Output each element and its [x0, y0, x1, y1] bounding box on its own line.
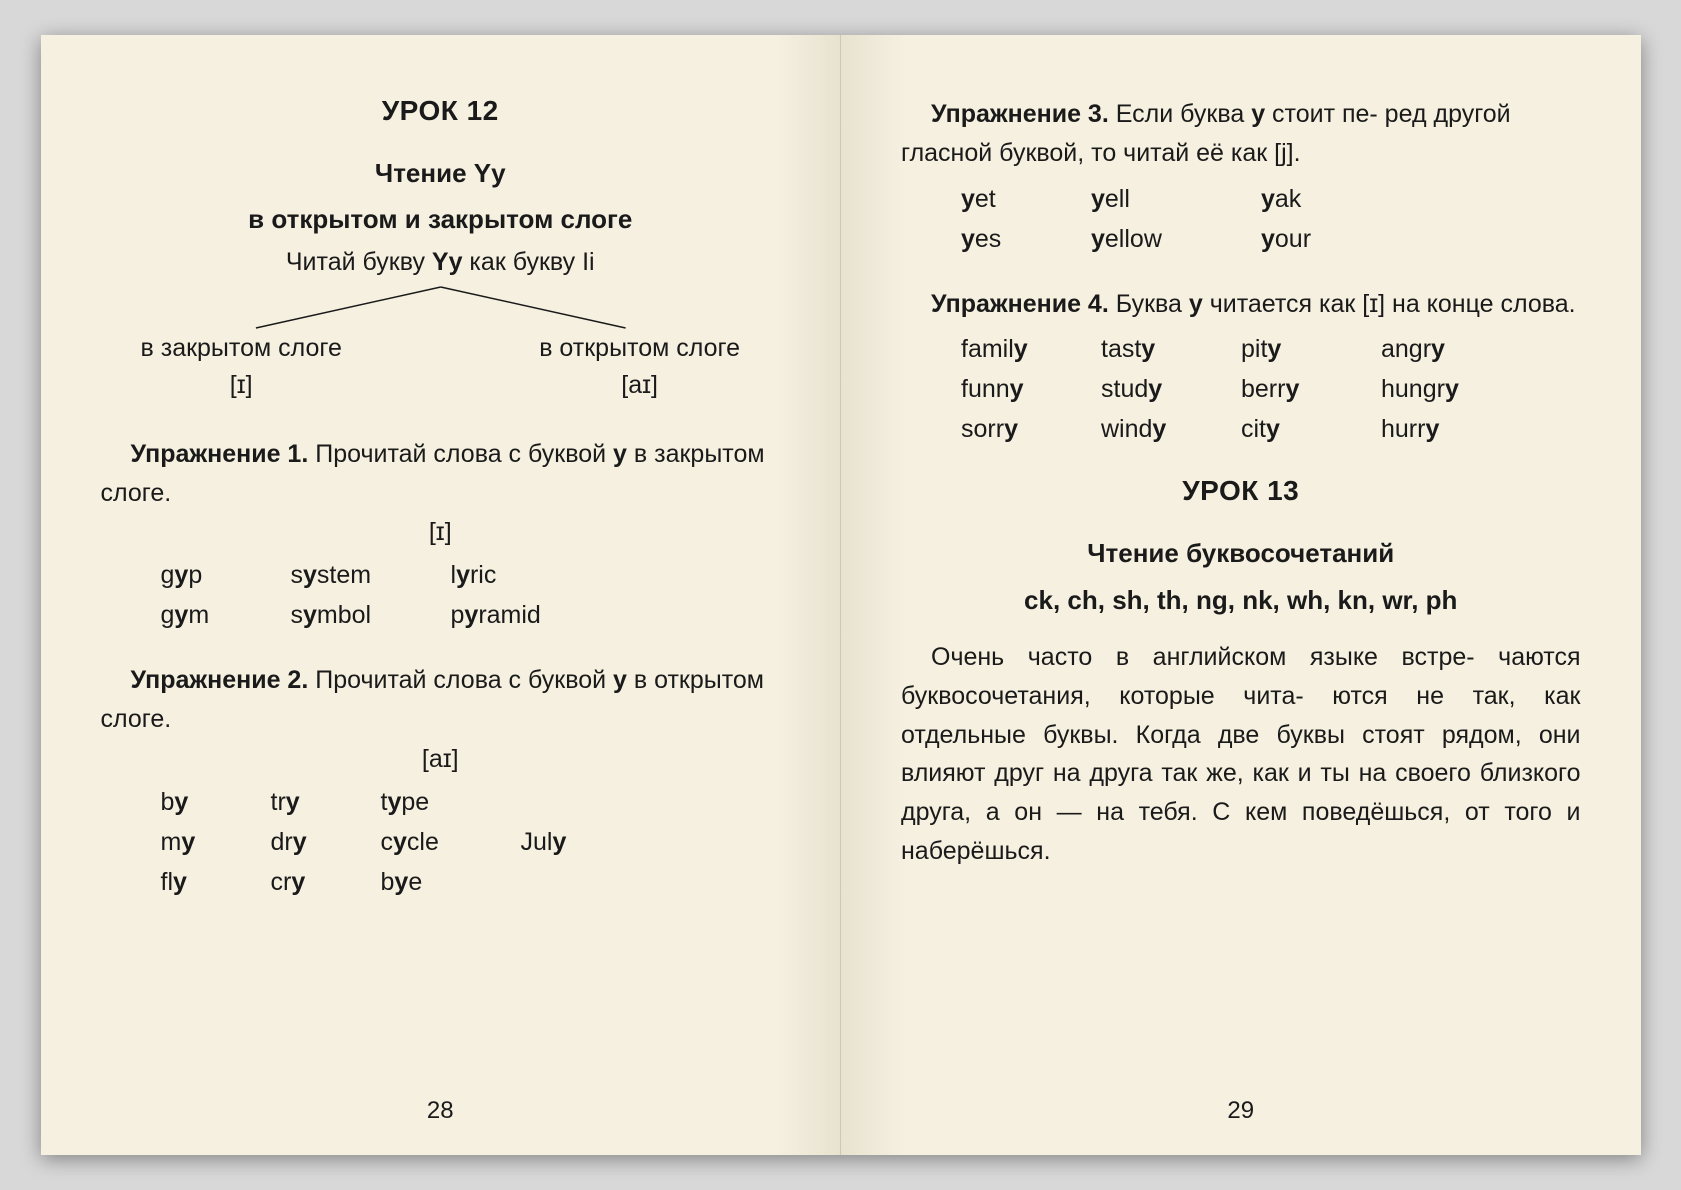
word-cell: hurry	[1381, 409, 1581, 449]
exercise-2-bold: y	[613, 666, 627, 694]
exercise-4-post: читается как [ɪ] на конце слова.	[1203, 290, 1576, 318]
branch-right-ipa: [aɪ]	[539, 367, 740, 405]
lesson13-sub2: ck, ch, sh, th, ng, nk, wh, kn, wr, ph	[901, 582, 1581, 618]
word-cell	[521, 782, 781, 822]
exercise-1-head: Упражнение 1. Прочитай слова с буквой y …	[101, 435, 781, 513]
exercise-3-label: Упражнение 3.	[931, 100, 1109, 128]
word-cell: yet	[961, 179, 1081, 219]
word-cell: pity	[1241, 329, 1371, 369]
lesson13-sub1: Чтение буквосочетаний	[901, 535, 1581, 571]
word-cell: type	[381, 782, 511, 822]
exercise-2-label: Упражнение 2.	[131, 666, 309, 694]
branch-left-label: в закрытом слоге	[141, 330, 342, 368]
exercise-4-bold: y	[1189, 290, 1203, 318]
word-cell: funny	[961, 369, 1091, 409]
word-cell: yak	[1261, 179, 1581, 219]
word-cell: yell	[1091, 179, 1251, 219]
exercise-3-head: Упражнение 3. Если буква y стоит пе- ред…	[901, 95, 1581, 173]
word-cell: hungry	[1381, 369, 1581, 409]
lesson13-body: Очень часто в английском языке встре- ча…	[901, 638, 1581, 871]
word-cell: my	[161, 822, 261, 862]
exercise-1-pre: Прочитай слова с буквой	[308, 440, 613, 468]
page-number-right: 29	[901, 1097, 1581, 1125]
exercise-3-bold: y	[1251, 100, 1265, 128]
page-left: УРОК 12 Чтение Yy в открытом и закрытом …	[41, 35, 842, 1155]
branch-left: в закрытом слоге [ɪ]	[141, 330, 342, 405]
exercise-2-words: bytrytype mydrycycleJuly flycrybye	[161, 782, 781, 902]
exercise-4-pre: Буква	[1109, 290, 1189, 318]
word-cell: lyric	[451, 555, 781, 595]
branch-right-label: в открытом слоге	[539, 330, 740, 368]
exercise-2-pre: Прочитай слова с буквой	[308, 666, 613, 694]
word-cell: dry	[271, 822, 371, 862]
word-cell: windy	[1101, 409, 1231, 449]
word-cell: yellow	[1091, 219, 1251, 259]
word-cell: your	[1261, 219, 1581, 259]
word-cell: angry	[1381, 329, 1581, 369]
word-cell: sorry	[961, 409, 1091, 449]
word-cell: family	[961, 329, 1091, 369]
word-cell: July	[521, 822, 781, 862]
word-cell: city	[1241, 409, 1371, 449]
word-cell: fly	[161, 862, 261, 902]
page-number-left: 28	[101, 1097, 781, 1125]
exercise-2-ipa: [aɪ]	[101, 745, 781, 774]
word-cell: berry	[1241, 369, 1371, 409]
exercise-1-words: gypsystemlyric gymsymbolpyramid	[161, 555, 781, 635]
branch-right: в открытом слоге [aɪ]	[539, 330, 740, 405]
lesson13-title: УРОК 13	[901, 475, 1581, 507]
branches: в закрытом слоге [ɪ] в открытом слоге [a…	[141, 330, 741, 405]
word-cell: system	[291, 555, 441, 595]
subtitle-line2: в открытом и закрытом слоге	[101, 201, 781, 237]
exercise-4-words: familytastypityangry funnystudyberryhungr…	[961, 329, 1581, 449]
word-cell: by	[161, 782, 261, 822]
instruction-bold: Yy	[432, 248, 463, 276]
instruction-pre: Читай букву	[286, 248, 432, 276]
word-cell: cry	[271, 862, 371, 902]
lesson-title: УРОК 12	[101, 95, 781, 127]
exercise-4-label: Упражнение 4.	[931, 290, 1109, 318]
word-cell: study	[1101, 369, 1231, 409]
exercise-3-words: yetyellyak yesyellowyour	[961, 179, 1581, 259]
word-cell: pyramid	[451, 595, 781, 635]
word-cell: bye	[381, 862, 511, 902]
branch-left-ipa: [ɪ]	[141, 367, 342, 405]
exercise-1-bold: y	[613, 440, 627, 468]
exercise-1-ipa: [ɪ]	[101, 518, 781, 547]
word-cell: tasty	[1101, 329, 1231, 369]
subtitle-line1: Чтение Yy	[101, 155, 781, 191]
word-cell: gym	[161, 595, 281, 635]
branch-diagram	[161, 285, 721, 330]
instruction-post: как букву Ii	[462, 248, 594, 276]
word-cell: symbol	[291, 595, 441, 635]
word-cell	[521, 862, 781, 902]
word-cell: gyp	[161, 555, 281, 595]
instruction: Читай букву Yy как букву Ii	[101, 248, 781, 277]
exercise-1-label: Упражнение 1.	[131, 440, 309, 468]
page-right: Упражнение 3. Если буква y стоит пе- ред…	[841, 35, 1641, 1155]
exercise-4-head: Упражнение 4. Буква y читается как [ɪ] н…	[901, 285, 1581, 324]
word-cell: try	[271, 782, 371, 822]
word-cell: yes	[961, 219, 1081, 259]
exercise-3-pre: Если буква	[1109, 100, 1251, 128]
word-cell: cycle	[381, 822, 511, 862]
exercise-2-head: Упражнение 2. Прочитай слова с буквой y …	[101, 661, 781, 739]
book-spread: УРОК 12 Чтение Yy в открытом и закрытом …	[41, 35, 1641, 1155]
